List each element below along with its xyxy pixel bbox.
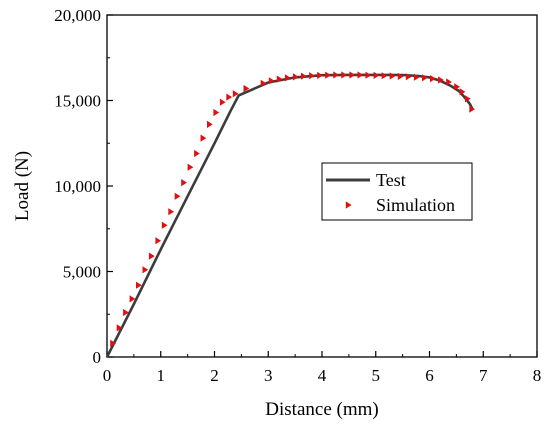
simulation-point <box>446 78 452 86</box>
simulation-point <box>129 295 136 303</box>
simulation-point <box>260 79 267 87</box>
x-tick-label: 7 <box>479 366 488 385</box>
x-tick-label: 0 <box>103 366 112 385</box>
x-tick-label: 1 <box>157 366 166 385</box>
simulation-point <box>187 163 194 171</box>
simulation-point <box>110 339 116 347</box>
simulation-point <box>293 73 299 81</box>
simulation-point <box>301 72 307 80</box>
simulation-point <box>155 237 162 245</box>
simulation-point <box>213 108 220 117</box>
y-axis-title: Load (N) <box>12 151 33 221</box>
legend-box <box>321 162 473 221</box>
simulation-point <box>276 75 283 83</box>
legend-test-label: Test <box>376 170 406 190</box>
simulation-point <box>317 71 323 79</box>
x-tick-label: 6 <box>425 366 434 385</box>
simulation-point <box>148 252 155 260</box>
x-tick-label: 5 <box>372 366 381 385</box>
simulation-point <box>405 73 412 81</box>
simulation-point <box>389 72 396 80</box>
simulation-point <box>116 324 123 332</box>
simulation-point <box>430 75 436 83</box>
series-simulation <box>110 71 475 347</box>
y-tick-label: 5,000 <box>63 263 101 282</box>
simulation-point <box>465 95 471 103</box>
simulation-point <box>284 74 291 82</box>
legend: Test Simulation <box>321 162 473 221</box>
simulation-point <box>200 134 207 142</box>
simulation-point <box>161 221 168 229</box>
simulation-point <box>181 179 187 187</box>
simulation-point <box>422 74 428 82</box>
simulation-point <box>349 71 356 79</box>
simulation-point <box>413 73 420 81</box>
simulation-point <box>381 72 388 80</box>
axis-ticks: 0 1 2 3 4 5 6 7 8 0 5,000 10,000 15,000 20,000 <box>54 6 541 385</box>
simulation-point <box>232 90 239 98</box>
simulation-point <box>207 120 213 128</box>
simulation-point <box>357 71 364 79</box>
x-tick-label: 2 <box>210 366 219 385</box>
simulation-point <box>325 71 331 79</box>
simulation-point <box>123 308 129 317</box>
legend-simulation-marker-swatch <box>345 201 352 209</box>
x-tick-label: 4 <box>318 366 327 385</box>
y-tick-label: 0 <box>93 348 102 367</box>
simulation-point <box>365 71 372 79</box>
simulation-point <box>373 71 380 79</box>
simulation-point <box>168 208 174 216</box>
simulation-point <box>268 77 275 85</box>
y-tick-label: 20,000 <box>54 6 101 25</box>
legend-simulation-label: Simulation <box>376 195 455 215</box>
simulation-point <box>397 72 404 80</box>
simulation-point <box>341 71 348 79</box>
simulation-point <box>142 266 149 274</box>
simulation-point <box>243 84 250 93</box>
simulation-point <box>333 71 339 79</box>
simulation-point <box>438 76 444 84</box>
simulation-point <box>226 93 233 101</box>
simulation-point <box>194 149 200 158</box>
simulation-point <box>174 192 181 200</box>
x-tick-label: 3 <box>264 366 273 385</box>
simulation-point <box>454 83 460 91</box>
simulation-point <box>309 72 315 80</box>
simulation-point <box>219 98 226 106</box>
x-tick-label: 8 <box>533 366 542 385</box>
y-tick-label: 15,000 <box>54 92 101 111</box>
simulation-point <box>469 105 475 113</box>
simulation-point <box>459 88 466 96</box>
x-axis-title: Distance (mm) <box>265 399 378 420</box>
simulation-point <box>136 281 142 289</box>
y-tick-label: 10,000 <box>54 177 101 196</box>
